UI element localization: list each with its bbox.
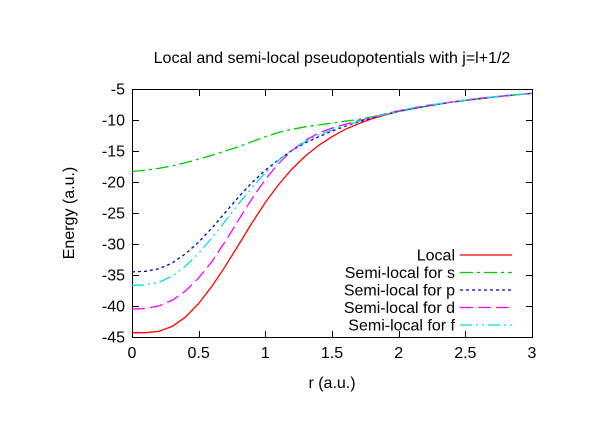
y-tick-label: -5 <box>111 82 125 99</box>
legend-label-local: Local <box>417 248 455 265</box>
y-tick-label: -30 <box>102 237 125 254</box>
series-line-local <box>132 92 533 334</box>
x-tick-label: 2.5 <box>454 345 476 362</box>
x-tick-label: 2 <box>394 345 403 362</box>
y-tick-label: -25 <box>102 206 125 223</box>
x-tick-label: 1.5 <box>321 345 343 362</box>
x-tick-label: 1 <box>261 345 270 362</box>
series-line-semi-local-for-s <box>131 92 533 173</box>
x-tick-label: 3 <box>528 345 537 362</box>
legend-label-semi-local-for-f: Semi-local for f <box>348 318 455 335</box>
y-tick-label: -15 <box>102 144 125 161</box>
y-tick-label: -20 <box>102 175 125 192</box>
x-tick-label: 0 <box>128 345 137 362</box>
y-tick-label: -35 <box>102 268 125 285</box>
x-tick-label: 0.5 <box>188 345 210 362</box>
series-line-semi-local-for-p <box>131 92 533 273</box>
y-tick-label: -45 <box>102 330 125 347</box>
series-line-semi-local-for-d <box>131 92 533 310</box>
legend-label-semi-local-for-d: Semi-local for d <box>344 300 455 317</box>
plot-border <box>132 89 533 338</box>
series-line-semi-local-for-f <box>131 92 533 287</box>
legend-label-semi-local-for-s: Semi-local for s <box>345 265 455 282</box>
x-axis-label: r (a.u.) <box>308 375 356 392</box>
legend-label-semi-local-for-p: Semi-local for p <box>344 283 455 300</box>
y-tick-label: -10 <box>102 113 125 130</box>
y-tick-label: -40 <box>102 299 125 316</box>
chart-title: Local and semi-local pseudopotentials wi… <box>153 50 511 67</box>
